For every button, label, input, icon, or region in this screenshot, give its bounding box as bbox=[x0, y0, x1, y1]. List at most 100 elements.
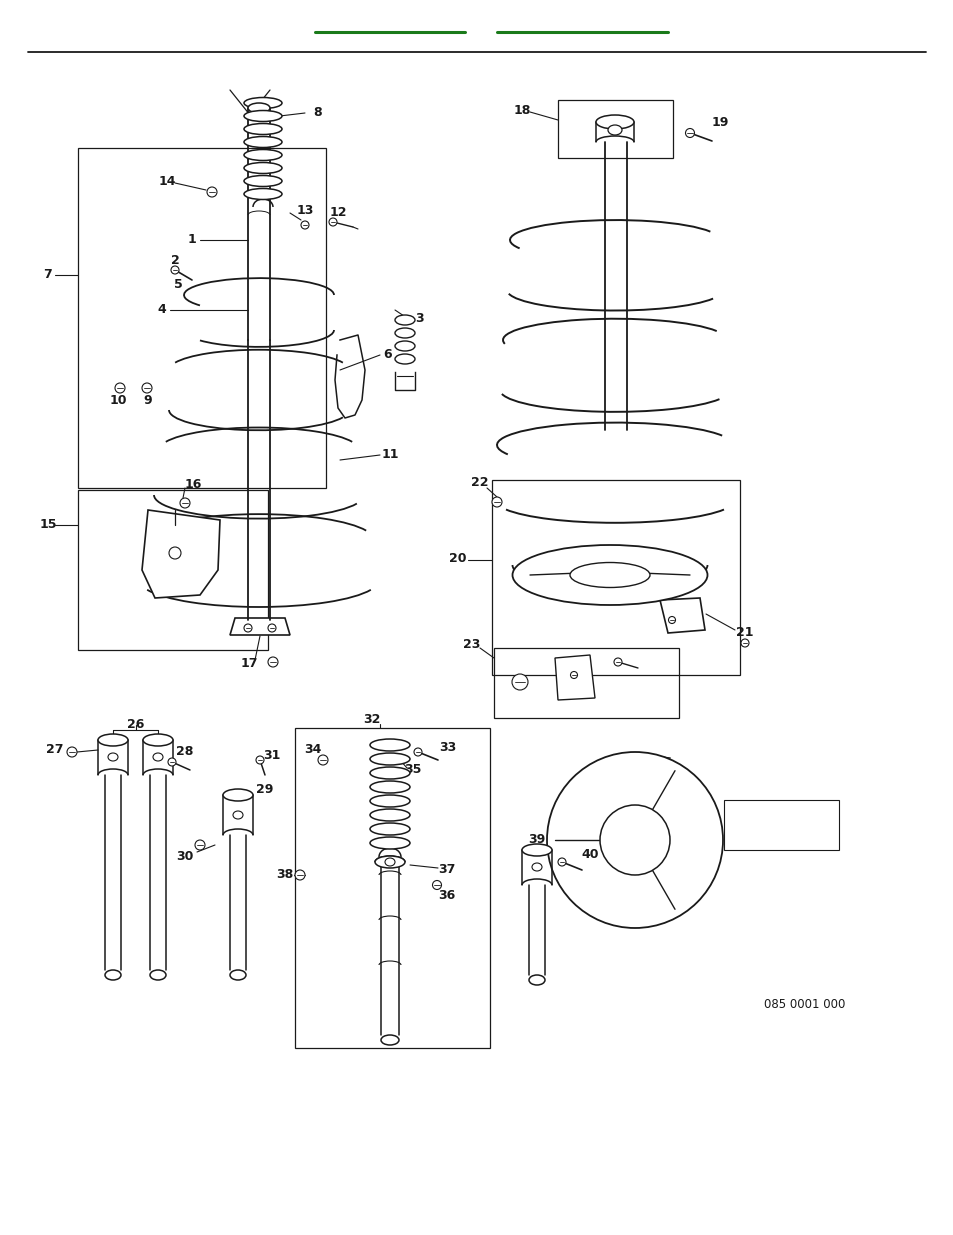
Text: 28: 28 bbox=[176, 746, 193, 758]
Text: 24 -- 8": 24 -- 8" bbox=[729, 806, 773, 820]
Circle shape bbox=[740, 638, 748, 647]
Text: 8: 8 bbox=[314, 105, 322, 119]
Ellipse shape bbox=[529, 974, 544, 986]
Ellipse shape bbox=[569, 562, 649, 588]
Circle shape bbox=[512, 674, 527, 690]
Text: 11: 11 bbox=[381, 447, 398, 461]
Ellipse shape bbox=[370, 781, 410, 793]
Text: 32: 32 bbox=[363, 714, 380, 726]
Ellipse shape bbox=[105, 969, 121, 981]
Circle shape bbox=[244, 624, 252, 632]
Circle shape bbox=[432, 881, 441, 889]
Ellipse shape bbox=[521, 844, 552, 856]
Ellipse shape bbox=[248, 103, 270, 112]
Circle shape bbox=[194, 840, 205, 850]
Ellipse shape bbox=[395, 315, 415, 325]
Ellipse shape bbox=[244, 189, 282, 200]
Ellipse shape bbox=[375, 856, 405, 868]
Text: 25 -- 10": 25 -- 10" bbox=[729, 825, 781, 837]
Circle shape bbox=[115, 383, 125, 393]
Ellipse shape bbox=[152, 753, 163, 761]
Bar bbox=[558, 100, 672, 158]
Text: 34: 34 bbox=[304, 743, 321, 757]
Text: 12: 12 bbox=[329, 205, 346, 219]
Circle shape bbox=[685, 128, 694, 137]
Polygon shape bbox=[659, 598, 704, 634]
Circle shape bbox=[599, 805, 669, 876]
Circle shape bbox=[168, 758, 175, 766]
Ellipse shape bbox=[233, 811, 243, 819]
Ellipse shape bbox=[370, 809, 410, 821]
Ellipse shape bbox=[370, 795, 410, 806]
Text: 14: 14 bbox=[158, 174, 175, 188]
Ellipse shape bbox=[370, 753, 410, 764]
Circle shape bbox=[268, 624, 275, 632]
Text: 37: 37 bbox=[437, 863, 456, 877]
Polygon shape bbox=[142, 510, 220, 598]
Ellipse shape bbox=[370, 767, 410, 779]
Ellipse shape bbox=[244, 137, 282, 147]
Text: 23: 23 bbox=[463, 638, 480, 652]
Text: 7: 7 bbox=[44, 268, 52, 280]
Text: 5: 5 bbox=[173, 278, 182, 290]
Ellipse shape bbox=[607, 125, 621, 135]
Circle shape bbox=[668, 616, 675, 624]
Text: 1: 1 bbox=[188, 232, 196, 246]
Text: 13: 13 bbox=[296, 204, 314, 216]
Text: 31: 31 bbox=[263, 750, 280, 762]
Text: 40: 40 bbox=[580, 848, 598, 862]
Circle shape bbox=[414, 748, 421, 756]
Text: 33: 33 bbox=[439, 741, 456, 755]
Text: 2: 2 bbox=[171, 253, 179, 267]
Ellipse shape bbox=[385, 858, 395, 866]
Ellipse shape bbox=[150, 969, 166, 981]
Circle shape bbox=[268, 657, 277, 667]
Text: 30: 30 bbox=[176, 851, 193, 863]
Ellipse shape bbox=[370, 823, 410, 835]
Polygon shape bbox=[230, 618, 290, 635]
Text: 29: 29 bbox=[256, 783, 274, 797]
Text: 9: 9 bbox=[144, 394, 152, 406]
Ellipse shape bbox=[244, 175, 282, 186]
Text: 18: 18 bbox=[513, 104, 530, 116]
Ellipse shape bbox=[244, 98, 282, 109]
Text: 16: 16 bbox=[184, 478, 201, 490]
Ellipse shape bbox=[395, 354, 415, 364]
Circle shape bbox=[180, 498, 190, 508]
Text: 19: 19 bbox=[711, 116, 728, 128]
Circle shape bbox=[255, 756, 264, 764]
Text: 36: 36 bbox=[438, 889, 456, 903]
Ellipse shape bbox=[380, 1035, 398, 1045]
Text: 26: 26 bbox=[127, 719, 145, 731]
Polygon shape bbox=[555, 655, 595, 700]
Bar bbox=[723, 800, 838, 850]
Circle shape bbox=[558, 858, 565, 866]
Circle shape bbox=[317, 755, 328, 764]
Ellipse shape bbox=[244, 124, 282, 135]
Ellipse shape bbox=[143, 734, 172, 746]
Text: 21: 21 bbox=[736, 625, 753, 638]
Ellipse shape bbox=[244, 163, 282, 173]
Circle shape bbox=[294, 869, 305, 881]
Text: 22: 22 bbox=[471, 475, 488, 489]
Circle shape bbox=[546, 752, 722, 927]
Ellipse shape bbox=[230, 969, 246, 981]
Ellipse shape bbox=[532, 863, 541, 871]
Ellipse shape bbox=[244, 149, 282, 161]
Text: 085 0001 000: 085 0001 000 bbox=[763, 999, 844, 1011]
Text: 35: 35 bbox=[404, 763, 421, 777]
Circle shape bbox=[67, 747, 77, 757]
Text: 20: 20 bbox=[449, 552, 466, 566]
Ellipse shape bbox=[98, 734, 128, 746]
Text: 4: 4 bbox=[157, 303, 166, 315]
Bar bbox=[78, 148, 326, 488]
Circle shape bbox=[171, 266, 179, 274]
Bar bbox=[494, 648, 679, 718]
Ellipse shape bbox=[223, 789, 253, 802]
Text: 38: 38 bbox=[276, 868, 294, 882]
Text: 27: 27 bbox=[46, 743, 64, 757]
Circle shape bbox=[169, 547, 181, 559]
Ellipse shape bbox=[370, 739, 410, 751]
Ellipse shape bbox=[596, 115, 634, 128]
Ellipse shape bbox=[370, 837, 410, 848]
